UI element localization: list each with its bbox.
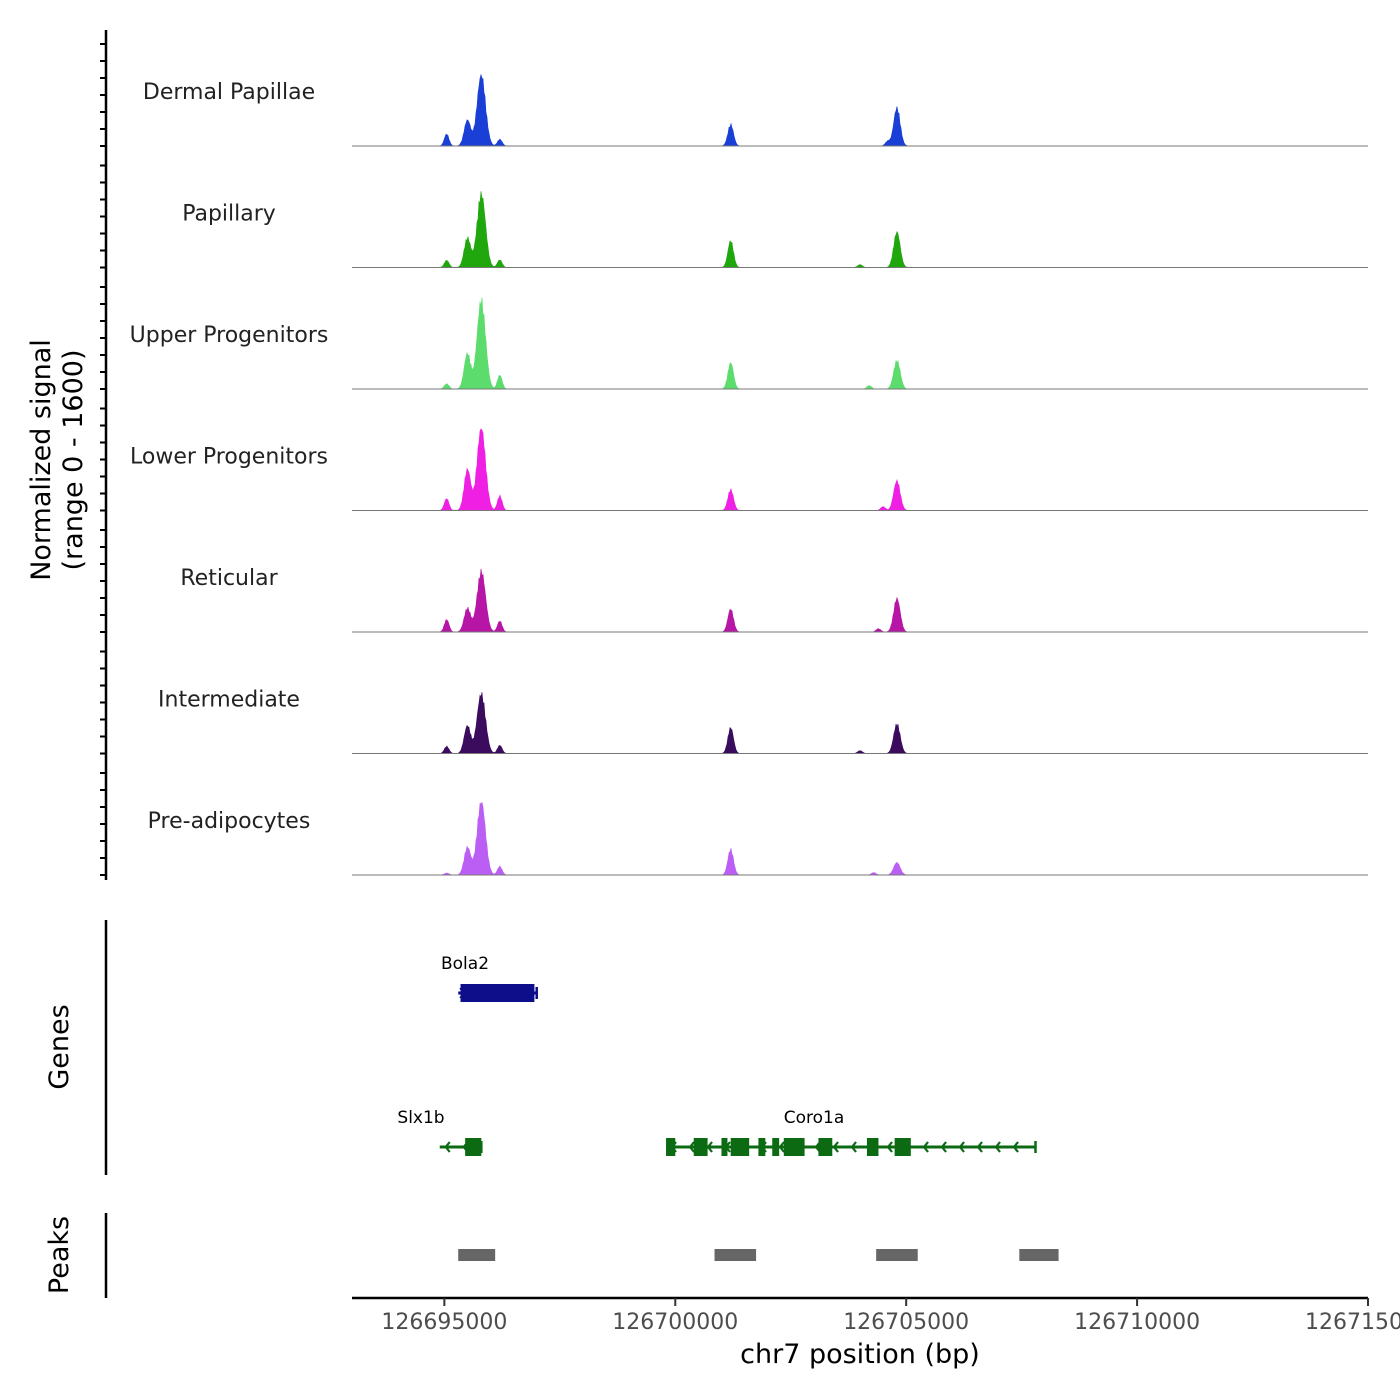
exon bbox=[721, 1138, 728, 1156]
exon bbox=[772, 1138, 780, 1156]
x-axis-ticks: 126695000 126700000 126705000 126710000 1267… bbox=[381, 1298, 1400, 1335]
gene-bola2: Bola2 bbox=[441, 954, 538, 1002]
peak-region bbox=[1019, 1249, 1059, 1261]
x-tick-label: 126710000 bbox=[1074, 1310, 1200, 1335]
signal-tracks: Dermal Papillae Papillary Upper Progenitor… bbox=[130, 73, 1368, 876]
gene-models: Bola2 Slx1b Coro1a bbox=[397, 954, 1037, 1156]
signal-panel: Normalized signal (range 0 - 1600) Derma… bbox=[26, 30, 1368, 880]
coverage-area bbox=[352, 801, 1368, 876]
strand-chevron bbox=[940, 1141, 947, 1153]
track-upper-progenitors: Upper Progenitors bbox=[130, 297, 1368, 390]
peak-regions bbox=[458, 1249, 1059, 1261]
strand-chevron bbox=[444, 1141, 451, 1153]
strand-chevron bbox=[778, 1141, 785, 1153]
coverage-area bbox=[352, 428, 1368, 511]
strand-chevron bbox=[688, 1141, 695, 1153]
x-axis-title: chr7 position (bp) bbox=[740, 1339, 980, 1370]
peak-region bbox=[714, 1249, 757, 1261]
exon bbox=[693, 1138, 708, 1156]
exon bbox=[460, 984, 535, 1002]
track-label: Reticular bbox=[180, 566, 278, 591]
exon bbox=[758, 1138, 766, 1156]
strand-chevron bbox=[706, 1141, 713, 1153]
gene-slx1b: Slx1b bbox=[397, 1108, 483, 1156]
gene-label: Coro1a bbox=[784, 1108, 845, 1128]
genes-panel: Genes Bola2 Slx1b Coro1a bbox=[44, 920, 1037, 1175]
coverage-area bbox=[352, 191, 1368, 268]
x-tick-label: 126705000 bbox=[843, 1310, 969, 1335]
track-label: Intermediate bbox=[158, 688, 300, 713]
strand-chevron bbox=[832, 1141, 839, 1153]
exon bbox=[783, 1138, 805, 1156]
x-axis: 126695000 126700000 126705000 126710000 1267… bbox=[352, 1296, 1400, 1370]
exon bbox=[465, 1138, 482, 1156]
peaks-panel-title: Peaks bbox=[44, 1216, 75, 1294]
track-label: Dermal Papillae bbox=[143, 80, 315, 105]
gene-label: Slx1b bbox=[397, 1108, 444, 1128]
track-dermal-papillae: Dermal Papillae bbox=[143, 73, 1368, 147]
coverage-area bbox=[352, 692, 1368, 754]
strand-chevron bbox=[850, 1141, 857, 1153]
strand-chevron bbox=[994, 1141, 1001, 1153]
strand-chevron bbox=[922, 1141, 929, 1153]
track-pre-adipocytes: Pre-adipocytes bbox=[148, 801, 1368, 876]
strand-chevron bbox=[886, 1141, 893, 1153]
exon bbox=[894, 1138, 911, 1156]
x-tick-label: 126715000 bbox=[1305, 1310, 1400, 1335]
strand-chevron bbox=[958, 1141, 965, 1153]
exon bbox=[866, 1138, 879, 1156]
x-tick-label: 126700000 bbox=[612, 1310, 738, 1335]
exon bbox=[818, 1138, 833, 1156]
exon bbox=[666, 1138, 676, 1156]
genes-panel-title: Genes bbox=[44, 1004, 75, 1089]
track-label: Upper Progenitors bbox=[130, 323, 329, 348]
coverage-area bbox=[352, 73, 1368, 147]
strand-chevron bbox=[1012, 1141, 1019, 1153]
coverage-area bbox=[352, 297, 1368, 390]
x-tick-label: 126695000 bbox=[381, 1310, 507, 1335]
exon bbox=[730, 1138, 750, 1156]
peak-region bbox=[458, 1249, 496, 1261]
gene-coro1a: Coro1a bbox=[666, 1108, 1037, 1156]
track-label: Papillary bbox=[182, 202, 276, 227]
strand-chevron bbox=[976, 1141, 983, 1153]
track-papillary: Papillary bbox=[182, 191, 1368, 268]
gene-label: Bola2 bbox=[441, 954, 489, 974]
coverage-area bbox=[352, 568, 1368, 633]
track-intermediate: Intermediate bbox=[158, 688, 1368, 754]
track-lower-progenitors: Lower Progenitors bbox=[130, 428, 1368, 511]
track-label: Pre-adipocytes bbox=[148, 809, 311, 834]
signal-y-ticks bbox=[100, 43, 106, 876]
peaks-panel: Peaks bbox=[44, 1213, 1059, 1298]
track-label: Lower Progenitors bbox=[130, 445, 328, 470]
track-reticular: Reticular bbox=[180, 566, 1368, 633]
signal-y-title-line-1: Normalized signal bbox=[26, 339, 57, 581]
peak-region bbox=[876, 1249, 918, 1261]
signal-y-title-line-2: (range 0 - 1600) bbox=[58, 350, 89, 571]
